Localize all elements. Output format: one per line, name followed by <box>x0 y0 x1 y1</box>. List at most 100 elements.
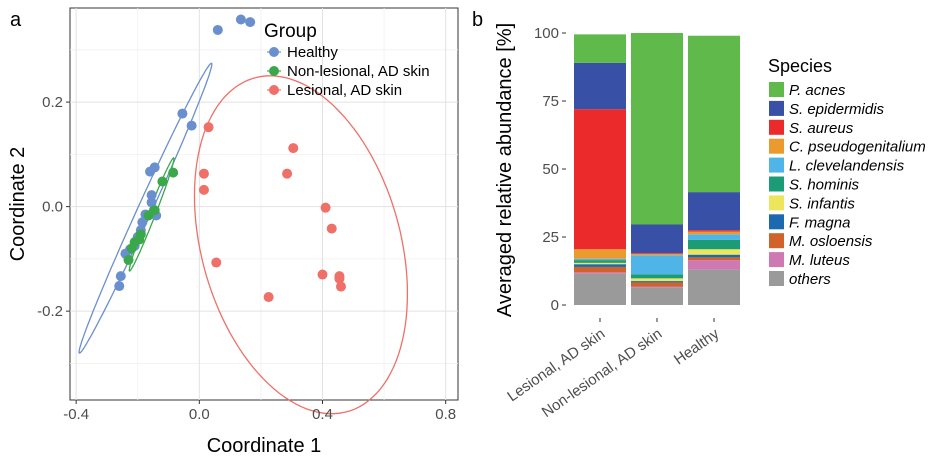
species-key-p-acnes <box>769 82 784 97</box>
point-lesional-ad-skin <box>288 143 299 154</box>
bar-segment-m-luteus <box>631 286 683 288</box>
pcoa-scatter-panel: -0.4 0.0 0.4 0.8 -0.2 0.0 0.2 Coordinate 1 Co… <box>7 7 459 457</box>
x-tick-label: 0.8 <box>435 406 456 423</box>
point-healthy <box>137 217 148 228</box>
point-healthy <box>146 190 157 201</box>
point-healthy <box>235 14 246 25</box>
panel-b-label: b <box>472 9 483 31</box>
species-label-f-magna: F. magna <box>789 214 850 231</box>
bar-category-label: Lesional, AD skin <box>504 325 608 405</box>
bar-segment-p-acnes <box>688 35 740 193</box>
point-lesional-ad-skin <box>198 168 209 179</box>
point-lesional-ad-skin <box>282 168 293 179</box>
bar-segment-s-epidermidis <box>688 192 740 231</box>
species-key-f-magna <box>769 214 784 230</box>
point-non-lesional-ad-skin <box>168 167 179 178</box>
bar-y-tick-label: 100 <box>534 25 559 42</box>
species-legend-title: Species <box>768 56 832 76</box>
bar-segment-m-luteus <box>688 260 740 270</box>
bar-y-axis-label: Averaged relative abundance [%] <box>494 23 516 317</box>
x-tick-label: 0.4 <box>312 406 333 423</box>
scatter-x-ticks: -0.4 0.0 0.4 0.8 <box>63 400 456 423</box>
species-legend: Species P. acnes S. epidermidis S. aureus C… <box>768 56 926 288</box>
bar-segment-s-aureus <box>688 230 740 232</box>
bar-segment-s-aureus <box>574 109 626 250</box>
bar-segment-f-magna <box>574 264 626 267</box>
bar-segment-l-clevelandensis <box>688 234 740 240</box>
point-lesional-ad-skin <box>203 122 214 133</box>
point-healthy <box>177 108 188 119</box>
scatter-legend: Group Healthy Non-lesional, AD skin Lesion… <box>264 21 430 99</box>
panel-a-label: a <box>10 9 22 31</box>
bar-segment-s-infantis <box>631 278 683 282</box>
legend-label-non-lesional-ad-skin: Non-lesional, AD skin <box>287 63 430 80</box>
bar-y-tick-label: 50 <box>542 161 559 178</box>
species-key-s-epidermidis <box>769 100 784 116</box>
scatter-y-axis-label: Coordinate 2 <box>7 147 29 262</box>
point-lesional-ad-skin <box>263 292 274 303</box>
y-tick-label: 0.0 <box>42 199 63 216</box>
species-key-s-aureus <box>769 119 784 135</box>
species-key-m-osloensis <box>769 233 784 249</box>
bar-category-label: Healthy <box>671 325 723 368</box>
x-tick-label: 0.0 <box>189 406 210 423</box>
legend-key-healthy <box>269 47 279 57</box>
y-tick-label: -0.2 <box>37 303 63 320</box>
legend-key-non-lesional-ad-skin <box>269 66 279 76</box>
species-label-s-infantis: S. infantis <box>789 195 855 212</box>
species-label-m-osloensis: M. osloensis <box>789 233 873 250</box>
bar-segment-m-osloensis <box>574 266 626 273</box>
bar-segment-s-epidermidis <box>631 224 683 254</box>
scatter-points <box>114 14 346 303</box>
bar-segment-s-hominis <box>631 274 683 279</box>
species-label-c-pseudogenitalium: C. pseudogenitalium <box>789 139 926 156</box>
point-healthy <box>186 120 197 131</box>
point-healthy <box>212 24 223 35</box>
bar-segment-others <box>631 287 683 305</box>
scatter-x-axis-label: Coordinate 1 <box>207 435 322 457</box>
species-label-s-aureus: S. aureus <box>789 120 854 137</box>
species-key-l-clevelandensis <box>769 157 784 173</box>
point-healthy <box>145 166 156 177</box>
species-label-s-hominis: S. hominis <box>789 177 860 194</box>
bar-segment-p-acnes <box>631 33 683 225</box>
bar-segment-others <box>574 273 626 305</box>
point-non-lesional-ad-skin <box>123 254 134 265</box>
point-healthy <box>114 281 125 292</box>
scatter-y-ticks: -0.2 0.0 0.2 <box>37 94 70 320</box>
ellipse-healthy <box>78 62 213 354</box>
ellipse-lesional-ad-skin <box>193 75 409 415</box>
legend-label-lesional-ad-skin: Lesional, AD skin <box>287 82 402 99</box>
bar-segment-m-osloensis <box>631 282 683 287</box>
bar-segment-l-clevelandensis <box>631 255 683 275</box>
point-lesional-ad-skin <box>326 223 337 234</box>
bar-segment-l-clevelandensis <box>574 258 626 261</box>
species-key-s-hominis <box>769 176 784 192</box>
species-key-m-luteus <box>769 252 784 268</box>
legend-label-healthy: Healthy <box>287 44 338 61</box>
bar-segment-others <box>688 269 740 305</box>
bar-segment-s-infantis <box>688 249 740 255</box>
bar-y-tick-label: 0 <box>551 297 559 314</box>
bar-segment-f-magna <box>688 254 740 258</box>
bar-segment-s-infantis <box>574 262 626 265</box>
species-key-s-infantis <box>769 195 784 211</box>
point-lesional-ad-skin <box>320 202 331 213</box>
bar-y-ticks: 0 25 50 75 100 <box>534 25 566 314</box>
bar-segment-f-magna <box>631 281 683 283</box>
abundance-bar-panel: 0 25 50 75 100 Lesional, AD skinNon-lesional… <box>494 23 926 421</box>
point-lesional-ad-skin <box>317 269 328 280</box>
bar-segment-s-hominis <box>688 239 740 250</box>
species-label-m-luteus: M. luteus <box>789 252 850 269</box>
point-non-lesional-ad-skin <box>157 176 168 187</box>
point-healthy <box>146 197 157 208</box>
species-key-others <box>769 271 784 286</box>
bar-y-tick-label: 75 <box>542 93 559 110</box>
stacked-bars <box>574 33 740 305</box>
x-tick-label: -0.4 <box>63 406 89 423</box>
bar-segment-m-luteus <box>574 272 626 274</box>
point-healthy <box>245 17 256 28</box>
species-label-s-epidermidis: S. epidermidis <box>789 101 885 118</box>
